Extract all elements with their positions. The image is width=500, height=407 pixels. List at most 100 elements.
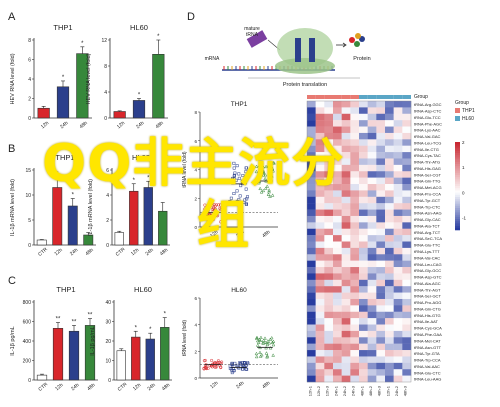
data-point (266, 192, 271, 196)
heatmap-cell (350, 324, 360, 332)
x-tick-label: 48h (261, 229, 271, 239)
heatmap-cell (402, 311, 412, 319)
data-point (233, 171, 237, 175)
heatmap-cell (333, 369, 342, 376)
heatmap-cell (315, 113, 325, 121)
data-point (207, 219, 211, 223)
heatmap-cell (307, 120, 316, 127)
color-scale-step (455, 188, 460, 191)
heatmap-cell (385, 171, 394, 178)
heatmap-cell (341, 311, 351, 319)
heatmap-cell (402, 101, 412, 108)
group-bar-label: Group (414, 94, 428, 100)
group-bar-cell (376, 95, 385, 99)
data-point (255, 343, 260, 347)
data-point (268, 345, 273, 350)
heatmap-cell (367, 164, 377, 172)
heatmap-cell (367, 324, 377, 332)
heatmap-cell (341, 158, 351, 166)
heatmap-cell (333, 241, 342, 249)
heatmap-cell (385, 196, 394, 204)
heatmap-cell (315, 145, 325, 153)
heatmap-cell (307, 101, 316, 108)
heatmap-cell (315, 120, 325, 127)
data-point (265, 353, 270, 358)
color-scale-tick: 1 (462, 165, 465, 170)
data-point (244, 166, 248, 170)
heatmap-cell (333, 215, 342, 223)
heatmap-cell (341, 152, 351, 159)
chart-title: THP1 (55, 153, 74, 162)
heatmap-cell (315, 107, 325, 114)
heatmap-cell (333, 177, 342, 185)
group-bar-cell (367, 95, 377, 99)
heatmap-cell (341, 120, 351, 127)
row-label: tRNA-Arg-GGC (414, 102, 442, 107)
heatmap-cell (350, 247, 360, 255)
bar-24h (56, 86, 70, 119)
heatmap-cell (324, 286, 334, 293)
data-point (270, 167, 275, 171)
bar-CTR (36, 374, 48, 381)
heatmap-cell (324, 356, 334, 364)
data-point (267, 340, 272, 345)
y-axis-label: tRNA level (fold) (182, 151, 188, 187)
heatmap-cell (359, 171, 368, 178)
heatmap-cell (359, 305, 368, 312)
row-label: tRNA-Met-CAT (414, 338, 441, 343)
color-scale-step (455, 175, 460, 178)
data-point (210, 203, 214, 207)
heatmap-cell (402, 247, 412, 255)
row-label: tRNA-Phe-AGC (414, 121, 442, 126)
heatmap-cell (376, 184, 386, 191)
row-label: tRNA-Trp-CTC (414, 204, 440, 209)
heatmap-cell (402, 362, 412, 370)
heatmap-cell (341, 222, 351, 229)
y-tick-label: 0 (28, 116, 31, 122)
heatmap-cell (307, 267, 316, 274)
heatmap-cell (367, 145, 377, 153)
data-point (254, 164, 259, 168)
color-scale-step (455, 190, 460, 193)
heatmap-cell (324, 267, 334, 274)
data-point (246, 361, 250, 364)
heatmap-cell (402, 343, 412, 351)
heatmap-cell (350, 228, 360, 236)
heatmap-cell (376, 152, 386, 159)
heatmap-cell (315, 375, 325, 383)
heatmap-cell (385, 145, 394, 153)
data-point (265, 340, 269, 345)
data-point (236, 363, 240, 367)
bar-CTR (36, 239, 47, 246)
y-tick-label: 0 (194, 376, 197, 381)
x-tick-label: 24h (235, 229, 245, 239)
heatmap-cell (376, 177, 386, 185)
data-point (271, 342, 276, 347)
data-point (254, 169, 259, 174)
x-tick-label: 12h (209, 380, 219, 390)
color-scale-step (455, 159, 460, 163)
data-point (261, 164, 265, 169)
heatmap-cell (367, 132, 377, 140)
color-scale-step (455, 146, 460, 149)
heatmap-cell (393, 177, 403, 185)
heatmap-cell (341, 324, 351, 332)
column-label: 24h-3 (351, 385, 356, 396)
heatmap-cell (385, 369, 394, 376)
color-scale-step (455, 205, 460, 209)
heatmap-cell (315, 324, 325, 332)
heatmap-border (306, 100, 412, 383)
heatmap-cell (367, 337, 377, 344)
heatmap-cell (341, 190, 351, 197)
heatmap-cell (367, 184, 377, 191)
heatmap-cell (324, 171, 334, 178)
x-tick-label: 12h (54, 382, 64, 392)
row-label: tRNA-Pro-AGG (414, 300, 441, 305)
heatmap-cell (350, 107, 360, 114)
heatmap-cell (341, 292, 351, 300)
heatmap-cell (350, 235, 360, 242)
heatmap-cell (350, 286, 360, 293)
heatmap-cell (376, 337, 386, 344)
data-point (271, 160, 276, 165)
heatmap-cell (350, 337, 360, 344)
